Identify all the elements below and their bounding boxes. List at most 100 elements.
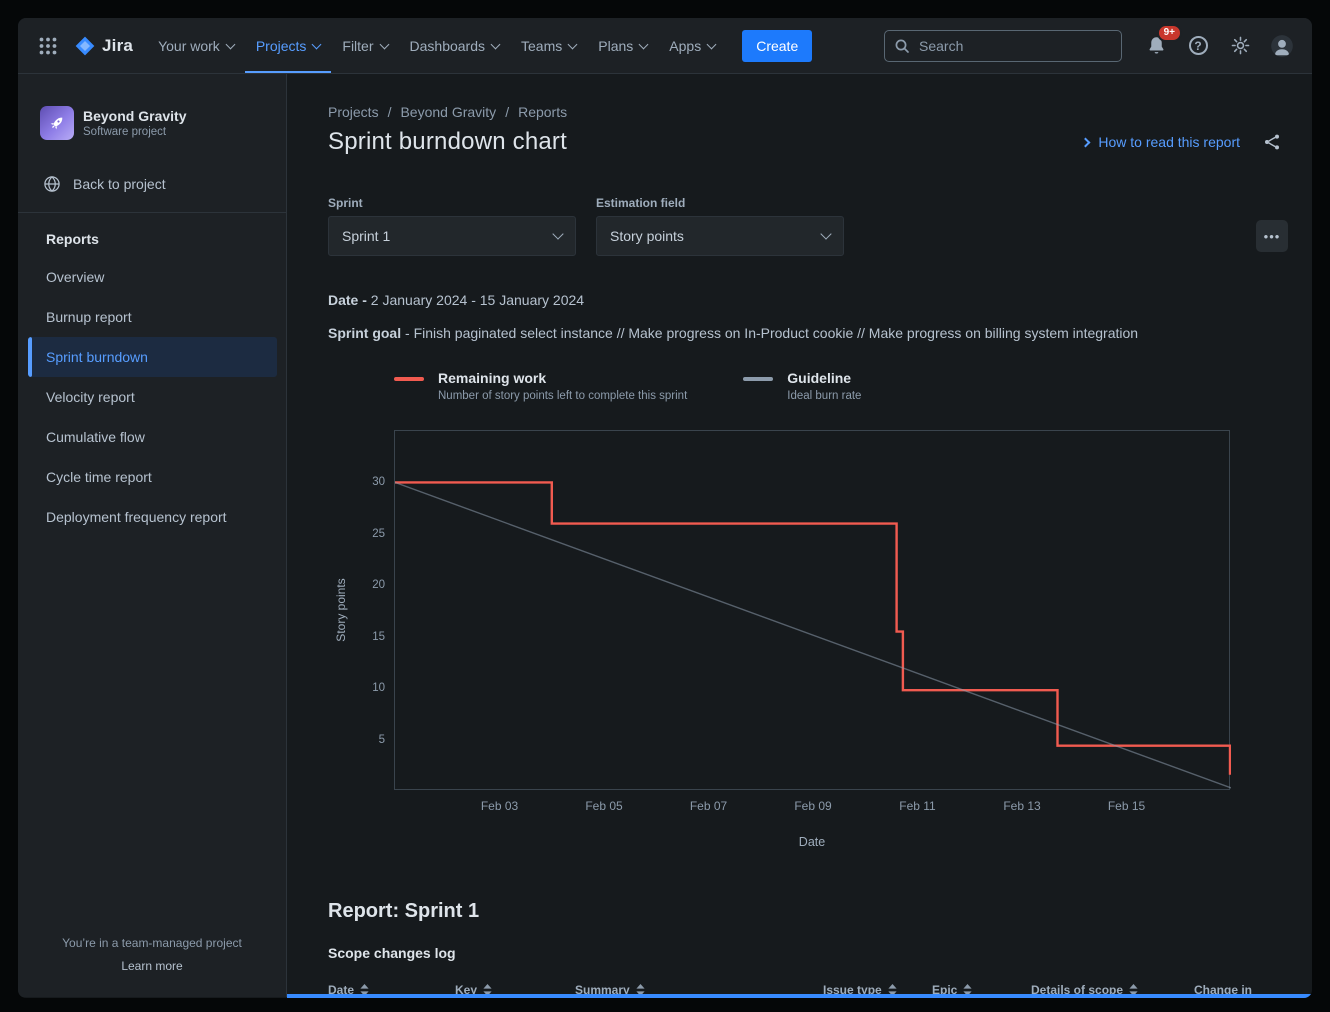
notifications-button[interactable]: 9+ (1140, 23, 1182, 62)
sidebar-item-label: Sprint burndown (46, 349, 148, 365)
legend-guideline: Guideline Ideal burn rate (743, 369, 861, 402)
title-actions: How to read this report (1080, 126, 1288, 158)
column-label: Date (328, 983, 355, 997)
project-sidebar: Beyond Gravity Software project Back to … (18, 74, 287, 997)
y-tick-label: 25 (372, 527, 385, 540)
nav-item-your-work[interactable]: Your work (147, 18, 245, 73)
project-avatar (40, 106, 74, 140)
nav-item-plans[interactable]: Plans (587, 18, 658, 73)
filters-row: Sprint Sprint 1 Estimation field Story p… (328, 196, 1288, 256)
x-axis-label: Date (798, 835, 826, 849)
breadcrumb-projects[interactable]: Projects (328, 104, 379, 120)
nav-item-label: Filter (342, 37, 374, 54)
nav-item-label: Apps (669, 37, 702, 54)
how-to-read-label: How to read this report (1098, 134, 1240, 150)
column-details-of-scope[interactable]: Details of scope (1031, 983, 1194, 997)
learn-more-link[interactable]: Learn more (121, 959, 183, 973)
y-axis-label: Story points (334, 578, 348, 642)
sidebar-divider (18, 212, 286, 213)
nav-item-teams[interactable]: Teams (510, 18, 587, 73)
scope-table-header: Date Key Summary Issue type Epic Details… (328, 983, 1288, 997)
project-type: Software project (83, 125, 167, 138)
y-tick-label: 5 (378, 733, 385, 746)
title-row: Sprint burndown chart How to read this r… (328, 126, 1288, 158)
chevron-down-icon (311, 39, 322, 49)
column-change-in[interactable]: Change in (1194, 983, 1288, 997)
sidebar-item-cumulative-flow[interactable]: Cumulative flow (28, 417, 277, 457)
search-input[interactable] (884, 29, 1122, 62)
sidebar-item-deployment-frequency-report[interactable]: Deployment frequency report (28, 497, 277, 537)
column-key[interactable]: Key (455, 983, 575, 997)
y-tick-label: 10 (372, 682, 385, 695)
estimation-select-value: Story points (610, 228, 684, 244)
sidebar-item-cycle-time-report[interactable]: Cycle time report (28, 457, 277, 497)
y-tick-label: 30 (372, 476, 385, 489)
search-box (884, 29, 1122, 62)
search-icon (895, 39, 909, 53)
nav-item-dashboards[interactable]: Dashboards (399, 18, 511, 73)
burndown-chart: Story points Date 30 25 20 15 10 5 Feb 03 Feb 0… (334, 430, 1232, 864)
sprint-select[interactable]: Sprint 1 (328, 216, 576, 256)
legend-title: Guideline (787, 370, 852, 386)
profile-button[interactable] (1266, 30, 1298, 62)
help-button[interactable]: ? (1182, 30, 1214, 62)
date-value: 2 January 2024 - 15 January 2024 (370, 292, 585, 308)
column-issue-type[interactable]: Issue type (823, 983, 932, 997)
sprint-field: Sprint Sprint 1 (328, 196, 576, 256)
bell-icon (1149, 37, 1163, 54)
breadcrumb-reports[interactable]: Reports (518, 104, 568, 120)
sort-icon (888, 984, 897, 996)
jira-logo[interactable]: Jira (74, 35, 133, 57)
date-label: Date - (328, 292, 367, 308)
nav-item-apps[interactable]: Apps (658, 18, 726, 73)
app-switcher-button[interactable] (32, 30, 64, 62)
legend-description: Number of story points left to complete … (438, 390, 688, 402)
nav-item-label: Your work (158, 37, 220, 54)
project-name: Beyond Gravity (83, 107, 187, 124)
sidebar-item-label: Cycle time report (46, 469, 152, 485)
settings-button[interactable] (1224, 30, 1256, 62)
sidebar-item-velocity-report[interactable]: Velocity report (28, 377, 277, 417)
back-to-project-link[interactable]: Back to project (18, 172, 286, 196)
sidebar-item-label: Burnup report (46, 309, 132, 325)
sidebar-item-overview[interactable]: Overview (28, 257, 277, 297)
breadcrumb-beyond-gravity[interactable]: Beyond Gravity (400, 104, 497, 120)
chevron-down-icon (379, 39, 389, 49)
chevron-down-icon (225, 39, 236, 49)
guideline-swatch (743, 377, 774, 381)
x-tick-label: Feb 05 (585, 799, 623, 813)
estimation-field: Estimation field Story points (596, 196, 844, 256)
sprint-label: Sprint (328, 196, 363, 210)
column-label: Key (455, 983, 478, 997)
column-summary[interactable]: Summary (575, 983, 823, 997)
column-label: Issue type (823, 983, 882, 997)
how-to-read-link[interactable]: How to read this report (1080, 134, 1240, 150)
primary-navigation: Your work Projects Filter Dashboards Tea… (147, 18, 726, 73)
project-header: Beyond Gravity Software project (18, 106, 286, 140)
sprint-goal-label: Sprint goal (328, 325, 402, 341)
breadcrumb-separator: / (505, 104, 510, 120)
column-epic[interactable]: Epic (932, 983, 1031, 997)
estimation-field-select[interactable]: Story points (596, 216, 844, 256)
column-label: Epic (932, 983, 958, 997)
sort-icon (636, 984, 645, 996)
share-button[interactable] (1256, 126, 1288, 158)
column-date[interactable]: Date (328, 983, 455, 997)
more-options-button[interactable]: ••• (1256, 220, 1288, 252)
chart-legend: Remaining work Number of story points le… (394, 369, 1288, 402)
sidebar-item-burnup-report[interactable]: Burnup report (28, 297, 277, 337)
grid-icon (39, 37, 57, 54)
nav-item-label: Projects (255, 37, 307, 54)
sort-icon (483, 984, 492, 996)
nav-item-projects[interactable]: Projects (244, 18, 332, 73)
chevron-down-icon (567, 39, 578, 49)
create-button[interactable]: Create (742, 29, 813, 62)
nav-item-label: Teams (521, 37, 563, 54)
plot-area: Story points Date 30 25 20 15 10 5 Feb 03 Feb 0… (334, 430, 1231, 849)
report-heading: Report: Sprint 1 (328, 900, 480, 922)
sidebar-item-label: Overview (46, 269, 105, 285)
x-tick-label: Feb 09 (794, 799, 832, 813)
legend-description: Ideal burn rate (787, 390, 862, 402)
nav-item-filter[interactable]: Filter (331, 18, 398, 73)
sidebar-item-sprint-burndown[interactable]: Sprint burndown (28, 337, 277, 377)
